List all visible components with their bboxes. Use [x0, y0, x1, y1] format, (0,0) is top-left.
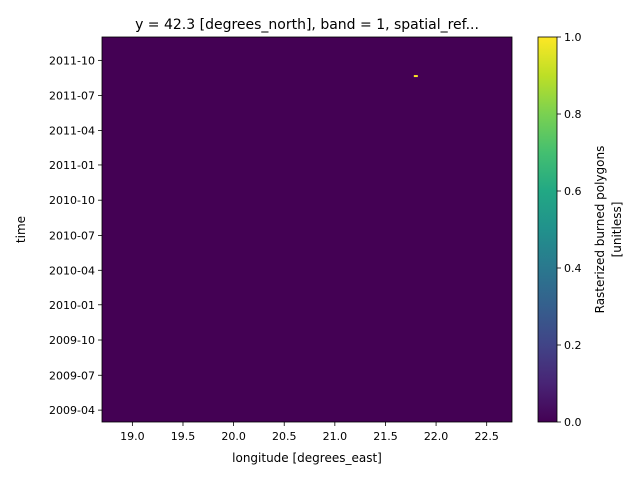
x-tick-label-20-0: 20.0 — [221, 430, 246, 443]
y-tick-label-2011-01: 2011-01 — [49, 159, 95, 172]
y-axis-ticks: 2009-04 2009-07 2009-10 2010-01 2010-04 2010-… — [49, 54, 102, 417]
y-tick-label-2011-04: 2011-04 — [49, 124, 95, 137]
chart-title: y = 42.3 [degrees_north], band = 1, spat… — [135, 17, 479, 33]
colorbar-tick-label-0-0: 0.0 — [564, 416, 582, 429]
plot-frame — [101, 36, 513, 423]
x-axis-label: longitude [degrees_east] — [232, 451, 382, 465]
x-tick-label-20-5: 20.5 — [272, 430, 297, 443]
y-tick-label-2011-10: 2011-10 — [49, 54, 95, 67]
colorbar-tick-label-0-6: 0.6 — [564, 185, 582, 198]
y-tick-label-2011-07: 2011-07 — [49, 90, 95, 103]
x-tick-label-19-5: 19.5 — [171, 430, 196, 443]
x-axis-ticks: 19.0 19.5 20.0 20.5 21.0 21.5 22.0 22.5 — [120, 422, 499, 443]
y-tick-label-2010-10: 2010-10 — [49, 194, 95, 207]
heatmap-cells — [413, 75, 418, 78]
y-tick-label-2009-07: 2009-07 — [49, 369, 95, 382]
x-tick-label-22-5: 22.5 — [474, 430, 499, 443]
x-tick-label-21-0: 21.0 — [323, 430, 348, 443]
y-tick-label-2009-10: 2009-10 — [49, 334, 95, 347]
colorbar-tick-label-0-8: 0.8 — [564, 108, 582, 121]
x-tick-label-19-0: 19.0 — [120, 430, 145, 443]
x-tick-label-22-0: 22.0 — [424, 430, 449, 443]
colorbar-label-line2: [unitless] — [610, 202, 624, 258]
x-tick-label-21-5: 21.5 — [373, 430, 398, 443]
colorbar-ticks: 0.0 0.2 0.4 0.6 0.8 1.0 — [557, 31, 582, 429]
y-axis-label: time — [14, 216, 28, 243]
colorbar — [537, 36, 558, 423]
y-tick-label-2010-07: 2010-07 — [49, 229, 95, 242]
heatmap-background — [102, 37, 512, 422]
heatmap-cell-0 — [413, 75, 418, 78]
colorbar-label-line1: Rasterized burned polygons — [593, 146, 607, 314]
colorbar-tick-label-0-2: 0.2 — [564, 339, 582, 352]
y-tick-label-2010-04: 2010-04 — [49, 264, 95, 277]
colorbar-tick-label-0-4: 0.4 — [564, 262, 582, 275]
y-tick-label-2010-01: 2010-01 — [49, 299, 95, 312]
y-tick-label-2009-04: 2009-04 — [49, 404, 95, 417]
colorbar-tick-label-1-0: 1.0 — [564, 31, 582, 44]
